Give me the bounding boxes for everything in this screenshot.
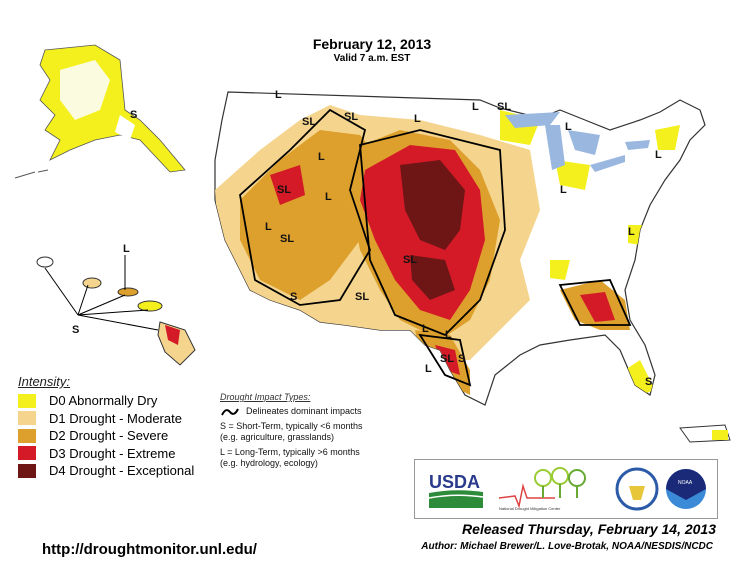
release-date: Released Thursday, February 14, 2013 bbox=[462, 521, 716, 537]
hawaii bbox=[36, 255, 196, 366]
impact-short-examples: (e.g. agriculture, grasslands) bbox=[220, 432, 335, 442]
impact-label: L bbox=[318, 151, 325, 163]
legend-swatch bbox=[18, 411, 36, 426]
legend-label: D1 Drought - Moderate bbox=[49, 410, 182, 426]
svg-text:USDA: USDA bbox=[429, 472, 480, 492]
impact-label: SL bbox=[403, 254, 417, 266]
impact-long-term: L = Long-Term, typically >6 months bbox=[220, 447, 360, 457]
impact-label: L bbox=[425, 363, 432, 375]
impact-label: L bbox=[275, 89, 282, 101]
impact-label: L bbox=[414, 113, 421, 125]
legend-label: D0 Abnormally Dry bbox=[49, 393, 158, 409]
impact-label: SL bbox=[302, 116, 316, 128]
impact-label: S bbox=[130, 109, 137, 121]
impact-label: SL bbox=[277, 184, 291, 196]
impact-label: SL bbox=[497, 101, 511, 113]
impact-label: SL bbox=[355, 291, 369, 303]
impact-delineates: Delineates dominant impacts bbox=[246, 406, 362, 416]
website-link[interactable]: http://droughtmonitor.unl.edu/ bbox=[42, 541, 257, 558]
impact-label: L bbox=[472, 101, 479, 113]
impact-label: L bbox=[445, 329, 452, 341]
legend-swatch bbox=[18, 446, 36, 461]
impact-label: SL bbox=[280, 233, 294, 245]
impact-long-examples: (e.g. hydrology, ecology) bbox=[220, 458, 318, 468]
commerce-seal bbox=[615, 467, 659, 511]
impact-label: S bbox=[458, 353, 465, 365]
legend-item: D4 Drought - Exceptional bbox=[18, 462, 194, 480]
alaska bbox=[14, 44, 186, 179]
author-credit: Author: Michael Brewer/L. Love-Brotak, N… bbox=[421, 541, 713, 552]
impact-title: Drought Impact Types: bbox=[220, 392, 311, 402]
impact-short-term: S = Short-Term, typically <6 months bbox=[220, 421, 363, 431]
impact-label: L bbox=[325, 191, 332, 203]
legend-label: D2 Drought - Severe bbox=[49, 428, 169, 444]
ndmc-logo: National Drought Mitigation Center bbox=[498, 467, 586, 511]
intensity-legend: Intensity: D0 Abnormally Dry D1 Drought -… bbox=[18, 374, 194, 480]
impact-label: L bbox=[123, 243, 130, 255]
legend-item: D0 Abnormally Dry bbox=[18, 392, 194, 410]
legend-label: D4 Drought - Exceptional bbox=[49, 463, 195, 479]
legend-swatch bbox=[18, 428, 36, 443]
noaa-logo: NOAA bbox=[666, 469, 706, 509]
impact-label: L bbox=[422, 323, 429, 335]
legend-item: D3 Drought - Extreme bbox=[18, 445, 194, 463]
legend-swatch bbox=[18, 393, 36, 408]
legend-title: Intensity: bbox=[18, 374, 71, 389]
impact-label: S bbox=[645, 376, 652, 388]
impact-label: L bbox=[565, 121, 572, 133]
puerto-rico-d0 bbox=[712, 430, 728, 440]
legend-item: D2 Drought - Severe bbox=[18, 427, 194, 445]
svg-text:NOAA: NOAA bbox=[678, 480, 693, 486]
impact-legend: Drought Impact Types: Delineates dominan… bbox=[220, 392, 363, 469]
legend-item: D1 Drought - Moderate bbox=[18, 410, 194, 428]
usda-logo: USDA bbox=[428, 472, 484, 508]
impact-line-icon bbox=[221, 408, 239, 415]
agency-logos: USDA National Drought Mitigation Center … bbox=[414, 459, 718, 519]
legend-swatch bbox=[18, 463, 36, 478]
impact-label: L bbox=[628, 226, 635, 238]
map-date: February 12, 2013 bbox=[312, 36, 432, 52]
impact-label: SL bbox=[344, 111, 358, 123]
impact-label: SL bbox=[440, 353, 454, 365]
impact-label: L bbox=[265, 221, 272, 233]
legend-label: D3 Drought - Extreme bbox=[49, 445, 176, 461]
svg-text:National Drought Mitigation Ce: National Drought Mitigation Center bbox=[499, 506, 561, 511]
valid-time: Valid 7 a.m. EST bbox=[333, 53, 411, 64]
impact-label: L bbox=[655, 149, 662, 161]
impact-label: S bbox=[72, 324, 79, 336]
impact-label: L bbox=[560, 184, 567, 196]
impact-label: S bbox=[290, 291, 297, 303]
